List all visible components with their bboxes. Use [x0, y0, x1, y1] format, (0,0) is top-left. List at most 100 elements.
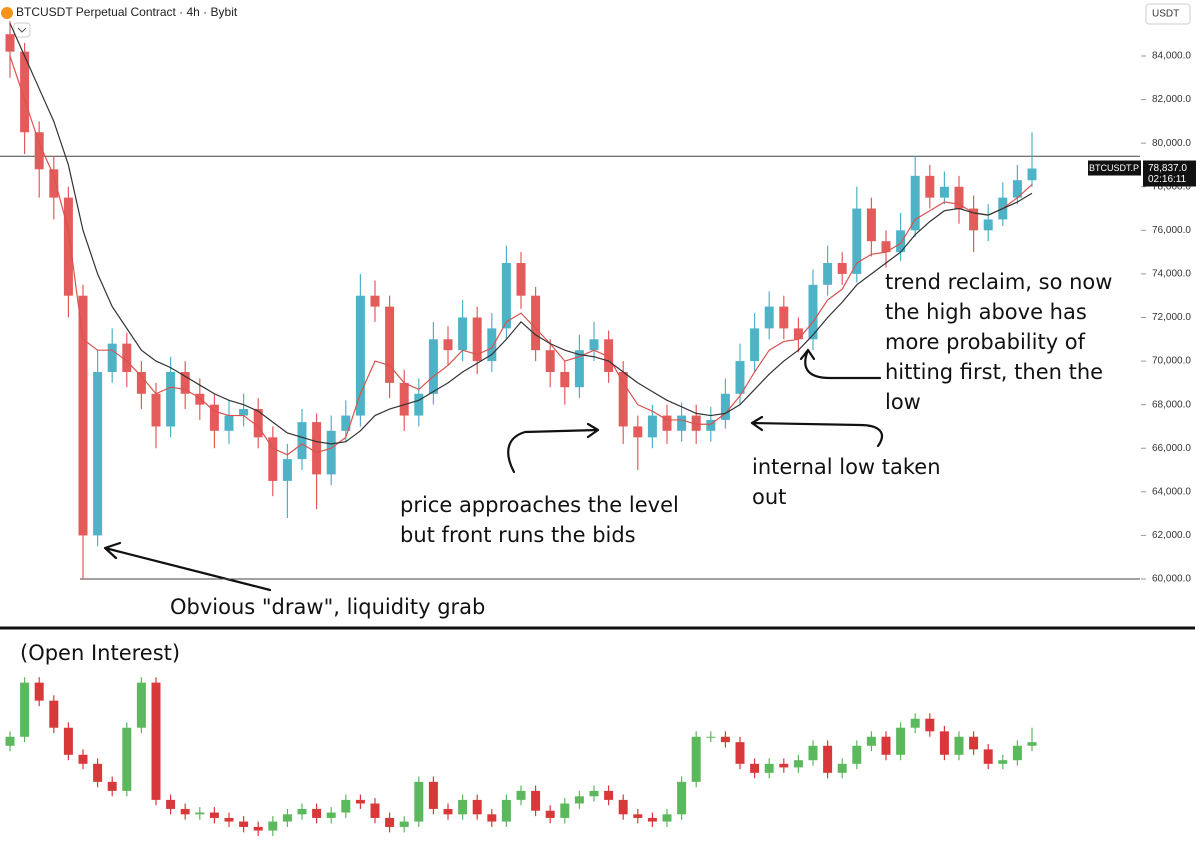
candle-body: [166, 799, 176, 809]
candle-body: [969, 208, 979, 231]
candle-body: [677, 781, 687, 815]
candle-body: [224, 817, 234, 822]
candle-body: [385, 817, 395, 827]
candle-body: [78, 754, 88, 764]
candle-body: [589, 790, 599, 797]
candle-body: [837, 763, 847, 773]
candle-body: [341, 799, 351, 813]
candle-body: [20, 51, 30, 133]
candle-body: [151, 682, 161, 800]
candle-body: [735, 742, 745, 764]
annotation: Obvious "draw", liquidity grab: [170, 595, 485, 619]
candle-body: [20, 682, 30, 737]
y-tick-label: 70,000.0: [1152, 356, 1191, 367]
candle-body: [93, 763, 103, 782]
candle-body: [49, 169, 59, 198]
candle-body: [837, 263, 847, 274]
coin-icon: [1, 7, 13, 19]
candle-body: [107, 781, 117, 791]
candle-body: [297, 808, 307, 815]
candle-body: [720, 393, 730, 420]
candle-body: [866, 736, 876, 746]
candle-body: [677, 415, 687, 431]
candle-body: [312, 422, 322, 475]
candle-body: [458, 799, 468, 815]
candle-body: [5, 34, 15, 52]
candle-body: [647, 817, 657, 822]
candle-body: [969, 736, 979, 750]
candle-body: [866, 208, 876, 242]
candle-body: [618, 371, 628, 427]
candle-body: [239, 821, 249, 827]
symbol-tag-label: BTCUSDT.P: [1089, 163, 1139, 173]
candle-body: [896, 230, 906, 253]
candle-body: [823, 745, 833, 773]
candle-body: [63, 197, 73, 296]
candle-body: [852, 745, 862, 764]
candle-body: [414, 781, 424, 822]
candle-body: [399, 382, 409, 416]
candle-body: [180, 808, 190, 815]
candle-body: [779, 306, 789, 329]
currency-box[interactable]: [1145, 3, 1191, 25]
candle-body: [34, 132, 44, 170]
candle-body: [326, 812, 336, 818]
candle-body: [1012, 745, 1022, 761]
y-tick-label: 84,000.0: [1152, 51, 1191, 62]
candle-body: [706, 419, 716, 431]
candle-body: [122, 343, 132, 372]
candle-body: [385, 306, 395, 383]
candle-body: [195, 812, 205, 815]
annotation: the high above has: [885, 300, 1087, 324]
annotation-arrows: [103, 348, 884, 592]
candle-body: [428, 339, 438, 394]
candle-body: [706, 736, 716, 738]
candle-body: [604, 790, 614, 800]
annotation: low: [885, 390, 921, 414]
candle-body: [501, 263, 511, 329]
annotation: hitting first, then the: [885, 360, 1103, 384]
candle-body: [355, 295, 365, 416]
candle-body: [282, 814, 292, 822]
candle-body: [574, 796, 584, 804]
candle-body: [136, 682, 146, 728]
candle-body: [443, 339, 453, 351]
candle-body: [282, 459, 292, 481]
price-tag-label: 78,837.0: [1148, 163, 1187, 174]
candle-body: [209, 404, 219, 431]
y-tick-label: 76,000.0: [1152, 225, 1191, 236]
candle-body: [691, 415, 701, 431]
candle-body: [370, 295, 380, 307]
y-tick-label: 74,000.0: [1152, 269, 1191, 280]
currency: USDT: [1152, 9, 1179, 20]
candle-body: [560, 803, 570, 818]
candle-body: [487, 328, 497, 362]
candle-body: [691, 736, 701, 782]
candle-body: [896, 727, 906, 755]
candle-body: [808, 284, 818, 340]
candle-body: [253, 409, 263, 438]
candle-body: [312, 808, 322, 818]
candle-body: [720, 736, 730, 743]
candle-body: [983, 749, 993, 764]
collapse-button[interactable]: [13, 22, 31, 38]
candle-body: [516, 790, 526, 800]
candle-body: [750, 763, 760, 773]
candle-body: [239, 409, 249, 416]
candle-body: [662, 415, 672, 431]
candle-body: [458, 317, 468, 351]
candle-body: [414, 393, 424, 416]
candle-body: [355, 799, 365, 804]
candle-body: [166, 371, 176, 427]
candle-body: [399, 821, 409, 827]
candle-body: [5, 736, 15, 746]
candle-body: [253, 826, 263, 831]
candle-body: [939, 186, 949, 198]
countdown-label: 02:16:11: [1148, 174, 1187, 185]
candle-body: [939, 731, 949, 755]
candle-body: [326, 430, 336, 475]
candle-body: [735, 361, 745, 394]
candle-body: [268, 437, 278, 481]
price-tag: [1143, 160, 1196, 187]
candle-body: [531, 295, 541, 351]
